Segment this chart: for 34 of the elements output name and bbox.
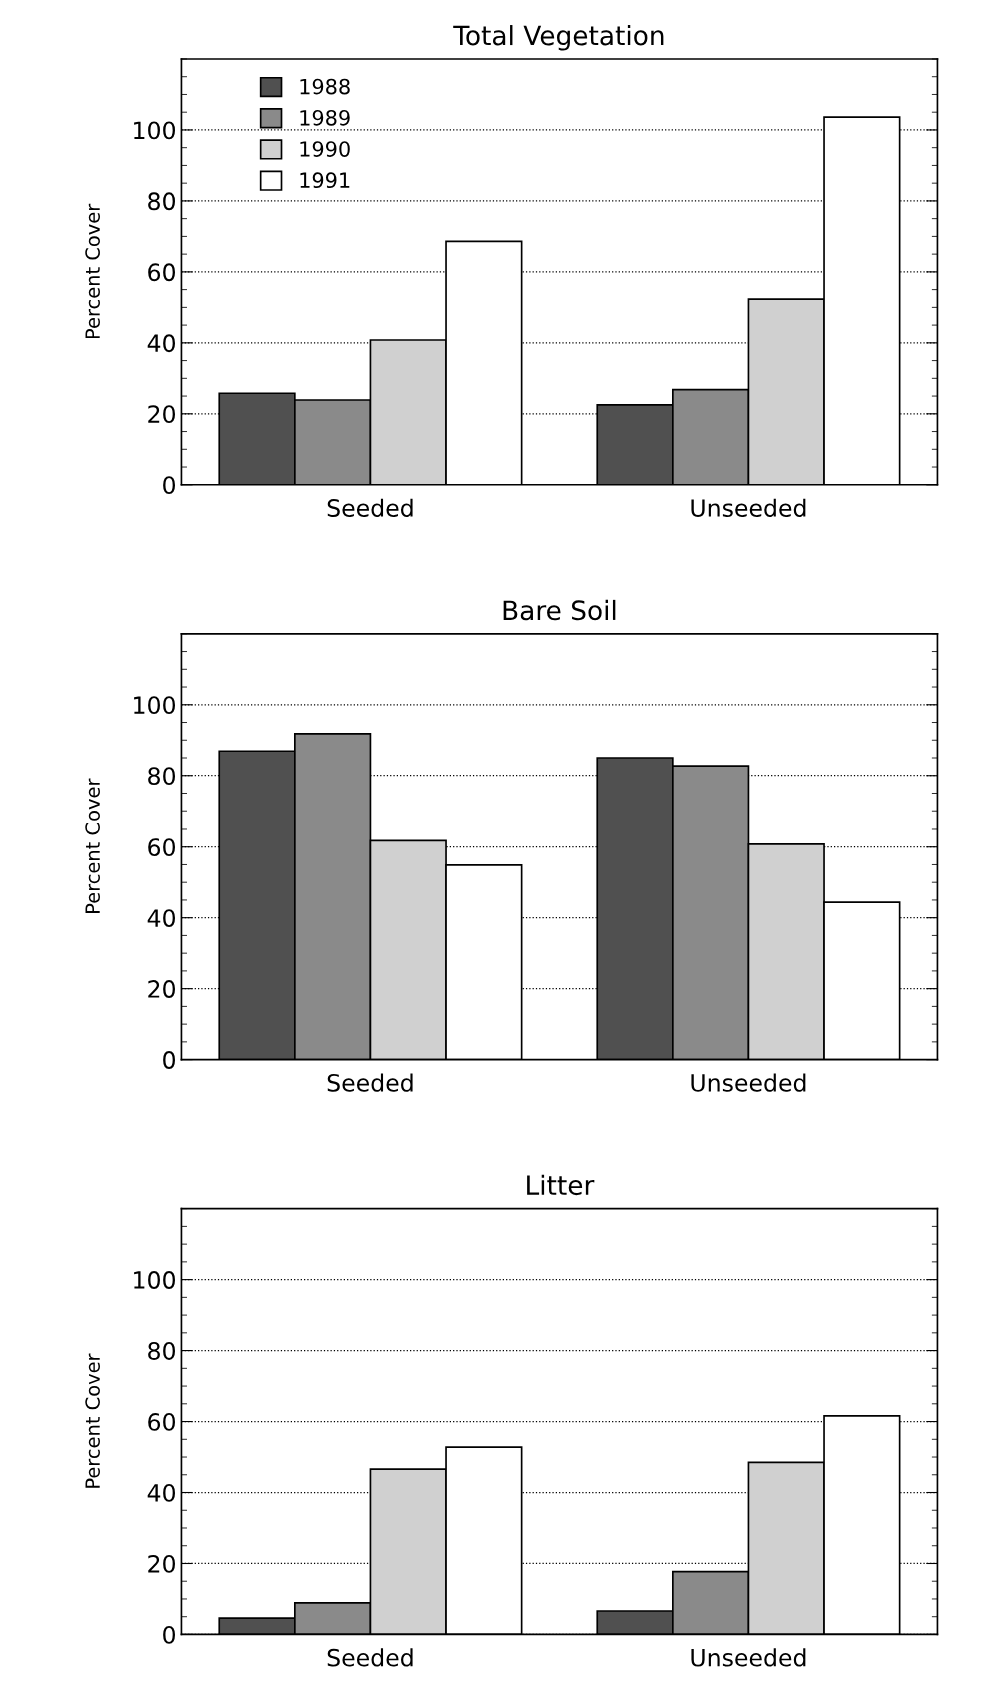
chart-title: Bare Soil <box>503 599 616 621</box>
y-tick-label: 100 <box>134 696 176 715</box>
y-tick-label: 100 <box>134 121 176 140</box>
legend-label: 1990 <box>300 141 350 157</box>
x-tick-label: Unseeded <box>691 498 806 517</box>
y-tick-label: 80 <box>148 192 176 211</box>
y-tick-label: 40 <box>147 909 176 927</box>
y-tick-label: 20 <box>148 980 176 998</box>
y-axis-title: Percent Cover <box>85 778 100 913</box>
y-axis-title: Percent Cover <box>85 1353 100 1488</box>
legend-label: 1988 <box>300 78 350 95</box>
y-axis-title: Percent Cover <box>85 203 100 339</box>
y-tick-label: 80 <box>148 767 176 786</box>
chart-title: Litter <box>527 1174 595 1196</box>
y-tick-label: 0 <box>163 476 176 495</box>
y-tick-label: 100 <box>134 1271 176 1289</box>
y-tick-label: 80 <box>148 1342 176 1360</box>
chart-title: Total Vegetation <box>453 25 664 51</box>
x-tick-label: Seeded <box>327 1073 413 1092</box>
y-tick-label: 40 <box>147 1483 176 1502</box>
y-tick-label: 60 <box>148 263 176 282</box>
x-tick-label: Unseeded <box>691 1648 806 1667</box>
y-tick-label: 20 <box>148 1554 176 1573</box>
y-tick-label: 20 <box>148 405 176 424</box>
y-tick-label: 0 <box>163 1051 176 1069</box>
y-tick-label: 60 <box>148 1412 176 1431</box>
legend-label: 1991 <box>300 172 350 189</box>
x-tick-label: Seeded <box>327 498 413 517</box>
legend-label: 1989 <box>300 109 350 126</box>
x-tick-label: Seeded <box>327 1648 413 1667</box>
y-tick-label: 60 <box>148 838 176 857</box>
x-tick-label: Unseeded <box>691 1073 806 1092</box>
y-tick-label: 40 <box>147 334 176 353</box>
y-tick-label: 0 <box>163 1625 176 1644</box>
